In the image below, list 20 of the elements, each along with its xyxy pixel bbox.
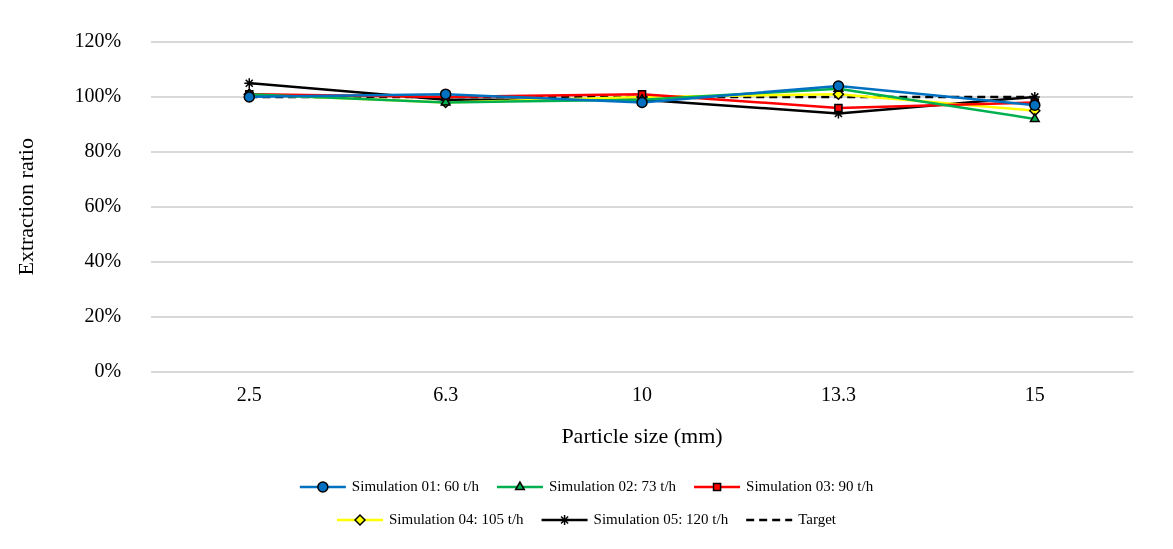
y-axis-title: Extraction ratio [12, 138, 38, 276]
y-tick-label: 80% [84, 139, 122, 162]
legend-label: Simulation 02: 73 t/h [548, 477, 677, 494]
x-axis-title: Particle size (mm) [561, 422, 723, 448]
x-tick-label: 6.3 [433, 382, 459, 405]
x-tick-label: 10 [632, 382, 653, 405]
x-tick-label: 2.5 [236, 382, 262, 405]
y-tick-label: 120% [74, 29, 122, 52]
y-tick-label: 20% [84, 303, 122, 326]
y-tick-label: 100% [74, 84, 122, 107]
legend-label: Target [798, 510, 837, 527]
x-tick-label: 15 [1024, 382, 1045, 405]
y-tick-label: 0% [94, 358, 122, 381]
legend-label: Simulation 05: 120 t/h [593, 510, 729, 527]
legend-label: Simulation 03: 90 t/h [746, 477, 874, 494]
x-tick-label: 13.3 [820, 382, 856, 405]
y-tick-label: 40% [84, 248, 122, 271]
y-tick-label: 60% [84, 194, 122, 217]
legend-label: Simulation 04: 105 t/h [389, 510, 525, 527]
legend-label: Simulation 01: 60 t/h [351, 477, 480, 494]
